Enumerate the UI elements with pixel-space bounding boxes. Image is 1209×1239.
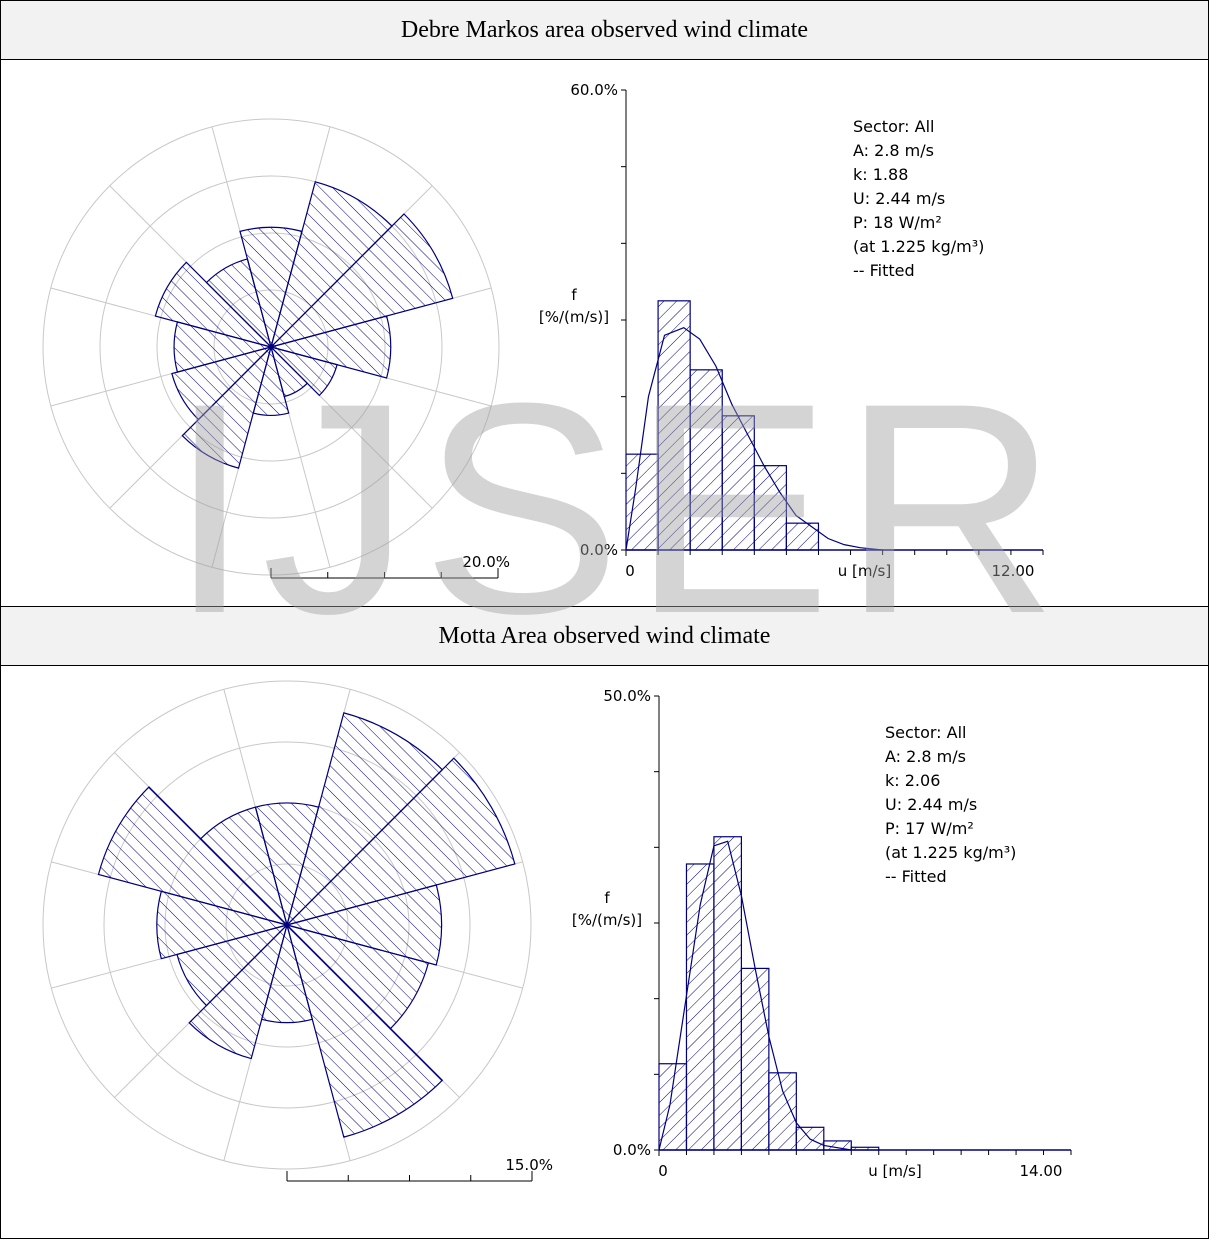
histogram: 50.0% 0.0% 0 u [m/s] 14.00 f [%/(m/s)] Sector: … <box>572 687 1072 1180</box>
rose-sector-330 <box>199 806 289 928</box>
hist-ymax-label: 50.0% <box>603 687 651 705</box>
hist-info-line: A: 2.8 m/s <box>885 747 966 766</box>
hist-bar <box>658 1063 688 1151</box>
rose-sector-E <box>284 884 443 966</box>
hist-bar <box>657 300 691 551</box>
rose-sector-E <box>268 315 392 379</box>
rose-ring-3 <box>99 175 443 519</box>
rose-sector-30 <box>285 712 444 928</box>
hist-xlabel: u [m/s] <box>868 1162 921 1180</box>
hist-bar <box>823 1140 852 1151</box>
hist-xlabel: u [m/s] <box>838 562 891 580</box>
hist-ylabel-2: [%/(m/s)] <box>572 911 642 929</box>
hist-info-line: U: 2.44 m/s <box>885 795 977 814</box>
rose-sector-60 <box>284 757 516 927</box>
rose-sector-300 <box>97 786 290 927</box>
hist-info-line: Sector: All <box>853 117 934 136</box>
wind-rose: 20.0% <box>42 118 510 579</box>
panel-1-charts: 20.0% 60.0% 0.0% 0 u [m/s] 12.00 f [%/(m/s)] Sec… <box>42 81 1044 580</box>
panel-2-charts: 15.0% 50.0% 0.0% 0 u [m/s] 14.00 f [%/(m/s)] Sec… <box>42 680 1072 1182</box>
rose-sector-210 <box>188 922 289 1060</box>
hist-bar <box>721 415 755 551</box>
hist-bar <box>713 836 743 1151</box>
hist-bar <box>625 453 659 551</box>
hist-info-line: A: 2.8 m/s <box>853 141 934 160</box>
hist-info-line: Sector: All <box>885 723 966 742</box>
rose-sector-60 <box>268 213 454 349</box>
hist-ymax-label: 60.0% <box>570 81 618 99</box>
rose-scale-label: 15.0% <box>505 1156 553 1174</box>
panel-1-title: Debre Markos area observed wind climate <box>1 0 1208 60</box>
rose-sector-30 <box>269 181 393 350</box>
rose-sector-120 <box>268 345 338 397</box>
hist-fitted-curve <box>625 326 883 551</box>
hist-bar <box>740 967 770 1151</box>
hist-ylabel-2: [%/(m/s)] <box>539 308 609 326</box>
hist-info-line: -- Fitted <box>853 261 915 280</box>
rose-ring-4 <box>42 680 532 1170</box>
rose-sector-150 <box>285 922 444 1138</box>
hist-xmin-label: 0 <box>658 1162 668 1180</box>
hist-ylabel-1: f <box>604 889 610 907</box>
table-left-border <box>0 0 1 1239</box>
hist-info-line: P: 18 W/m² <box>853 213 942 232</box>
rose-scale-label: 20.0% <box>462 553 510 571</box>
hist-bar <box>785 522 820 551</box>
rose-sector-240 <box>171 345 274 421</box>
hist-xmax-label: 14.00 <box>1020 1162 1063 1180</box>
hist-bar <box>685 863 715 1151</box>
hist-info-line: (at 1.225 kg/m³) <box>885 843 1016 862</box>
hist-info-line: P: 17 W/m² <box>885 819 974 838</box>
rose-sector-210 <box>181 344 273 469</box>
hist-bar <box>753 465 787 551</box>
hist-xmax-label: 12.00 <box>992 562 1035 580</box>
hist-info-line: -- Fitted <box>885 867 947 886</box>
panel-2-title: Motta Area observed wind climate <box>1 606 1208 666</box>
hist-info-line: k: 2.06 <box>885 771 940 790</box>
histogram: 60.0% 0.0% 0 u [m/s] 12.00 f [%/(m/s)] Sector: … <box>539 81 1044 580</box>
hist-bar <box>768 1072 797 1151</box>
hist-info-line: k: 1.88 <box>853 165 908 184</box>
hist-ymin-label: 0.0% <box>580 541 618 559</box>
hist-info-line: (at 1.225 kg/m³) <box>853 237 984 256</box>
rose-sector-300 <box>154 261 274 349</box>
hist-ylabel-1: f <box>571 286 577 304</box>
hist-fitted-curve <box>658 840 852 1151</box>
hist-bar <box>850 1146 880 1151</box>
hist-info-line: U: 2.44 m/s <box>853 189 945 208</box>
hist-xmin-label: 0 <box>625 562 635 580</box>
hist-ymin-label: 0.0% <box>613 1141 651 1159</box>
hist-bar <box>689 369 723 551</box>
wind-rose: 15.0% <box>42 680 553 1182</box>
rose-sector-330 <box>205 258 273 350</box>
rose-ring-3 <box>103 741 471 1109</box>
